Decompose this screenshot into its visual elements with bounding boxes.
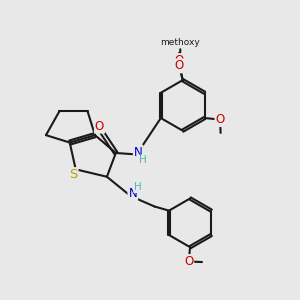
Text: O: O bbox=[175, 59, 184, 72]
Text: methoxy: methoxy bbox=[160, 38, 200, 47]
Text: S: S bbox=[69, 168, 77, 181]
Text: N: N bbox=[134, 146, 142, 159]
Text: O: O bbox=[175, 54, 184, 67]
Text: H: H bbox=[139, 155, 147, 165]
Text: O: O bbox=[95, 120, 104, 133]
Text: N: N bbox=[128, 188, 137, 200]
Text: O: O bbox=[215, 113, 225, 126]
Text: O: O bbox=[184, 255, 193, 268]
Text: H: H bbox=[134, 182, 142, 192]
